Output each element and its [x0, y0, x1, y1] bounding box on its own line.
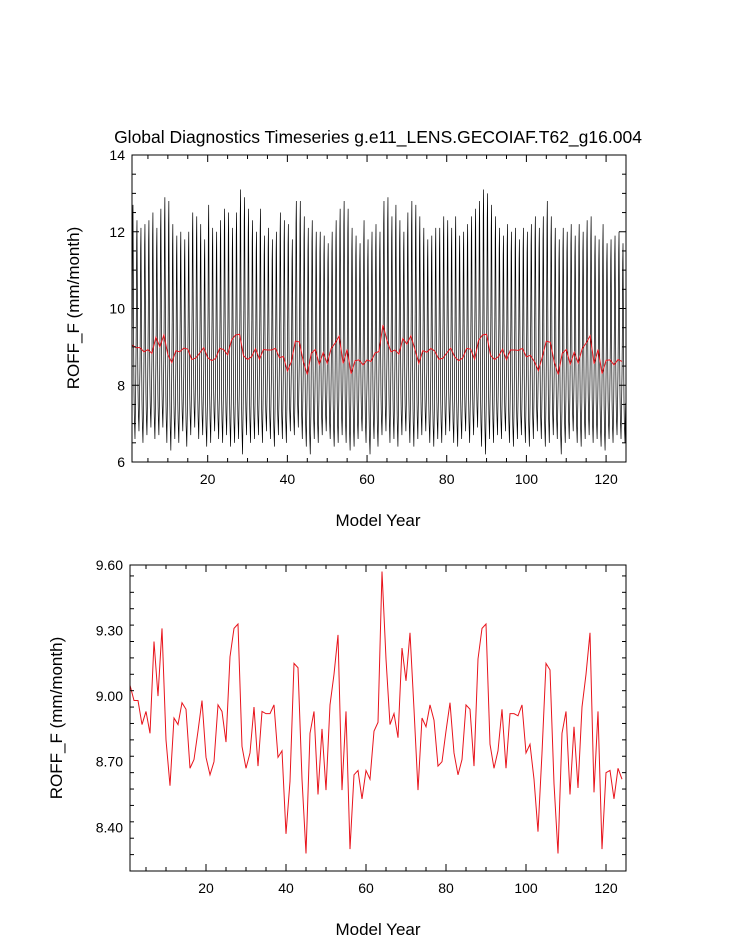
top-x-tick-label: 60 — [359, 471, 375, 487]
top-y-axis-label: ROFF_F (mm/month) — [64, 227, 83, 389]
bottom-y-tick-label: 8.40 — [96, 819, 123, 835]
bottom-plot-frame — [129, 564, 627, 872]
bottom-y-tick-label: 9.30 — [96, 623, 123, 639]
bottom-x-tick-label: 40 — [278, 880, 294, 896]
top-x-tick-label: 20 — [200, 471, 216, 487]
bottom-y-tick-label: 9.00 — [96, 688, 123, 704]
bottom-x-tick-label: 80 — [438, 880, 454, 896]
top-x-tick-label: 120 — [594, 471, 618, 487]
chart-title: Global Diagnostics Timeseries g.e11_LENS… — [114, 127, 642, 148]
bottom-y-tick-label: 8.70 — [96, 754, 123, 770]
bottom-ticks: 20 40 60 80 100 120 8.40 8.70 9.00 9.30 9.60 — [96, 557, 627, 896]
bottom-chart: 20 40 60 80 100 120 8.40 8.70 9.00 9.30 9.60 Model… — [47, 557, 627, 939]
top-x-axis-label: Model Year — [335, 511, 420, 530]
top-x-tick-label: 100 — [515, 471, 539, 487]
bottom-x-tick-label: 120 — [594, 880, 618, 896]
top-x-tick-label: 80 — [439, 471, 455, 487]
bottom-plot-lines — [129, 571, 623, 854]
bottom-x-tick-label: 100 — [514, 880, 538, 896]
top-x-tick-label: 40 — [280, 471, 296, 487]
top-plot-lines — [131, 189, 627, 455]
top-y-tick-label: 12 — [109, 224, 125, 240]
bottom-annual-mean-line — [129, 571, 623, 854]
top-y-tick-label: 14 — [109, 147, 125, 163]
top-ticks: 20 40 60 80 100 120 6 8 10 12 14 — [109, 147, 627, 487]
bottom-y-axis-label: ROFF_F (mm/month) — [47, 637, 66, 799]
top-chart: Global Diagnostics Timeseries g.e11_LENS… — [64, 127, 642, 530]
top-y-tick-label: 10 — [109, 301, 125, 317]
top-y-tick-label: 8 — [117, 377, 125, 393]
bottom-y-tick-label: 9.60 — [96, 557, 123, 573]
bottom-x-axis-label: Model Year — [335, 920, 420, 939]
bottom-x-tick-label: 60 — [358, 880, 374, 896]
top-y-tick-label: 6 — [117, 454, 125, 470]
top-monthly-series-line — [131, 189, 627, 455]
bottom-x-tick-label: 20 — [198, 880, 214, 896]
top-annual-mean-line — [131, 324, 623, 375]
